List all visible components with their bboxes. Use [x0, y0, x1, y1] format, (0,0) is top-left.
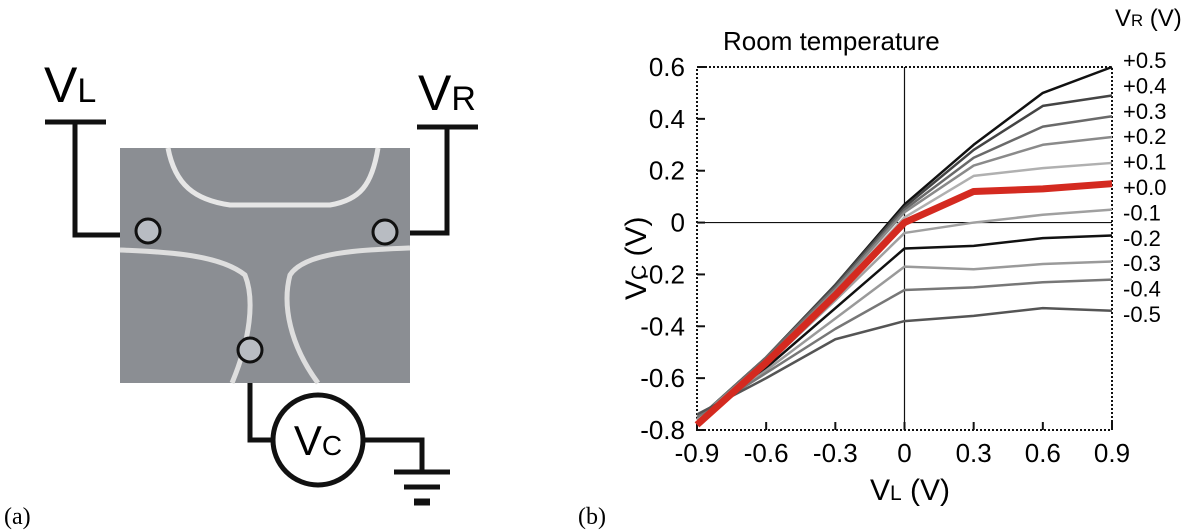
x-tick-label: 0.6: [1025, 438, 1061, 468]
y-tick-label: 0.4: [649, 104, 685, 134]
y-tick-label: 0.2: [649, 156, 685, 186]
x-tick-label: -0.6: [744, 438, 789, 468]
legend-label: +0.0: [1123, 175, 1166, 200]
x-tick-label: 0: [897, 438, 911, 468]
legend-label: -0.3: [1123, 251, 1161, 276]
legend-label: -0.1: [1123, 200, 1161, 225]
y-tick-label: 0: [671, 208, 685, 238]
x-tick-label: 0.3: [956, 438, 992, 468]
y-tick-label: 0.6: [649, 52, 685, 82]
panel-label: (a): [4, 504, 31, 530]
sem-image: [120, 148, 410, 383]
legend-label: +0.5: [1123, 48, 1166, 73]
legend-label: +0.3: [1123, 99, 1166, 124]
figure: (a) VL VR VC (b) -0.8-0.6-0.4-0.200.20.4…: [0, 0, 1199, 531]
x-tick-label: -0.3: [813, 438, 858, 468]
terminal-label: VL: [44, 57, 96, 113]
x-tick-label: -0.9: [675, 438, 720, 468]
chart-title: Room temperature: [723, 26, 940, 56]
x-axis-label: VL (V): [870, 474, 950, 507]
legend-title: VR (V): [1115, 5, 1182, 32]
terminal-label: VR: [418, 65, 476, 121]
y-tick-label: -0.4: [640, 311, 685, 341]
legend-label: +0.2: [1123, 124, 1166, 149]
legend-label: -0.2: [1123, 226, 1161, 251]
x-tick-label: 0.9: [1094, 438, 1130, 468]
legend-label: -0.4: [1123, 277, 1161, 302]
legend-label: +0.1: [1123, 150, 1166, 175]
y-tick-label: -0.6: [640, 363, 685, 393]
panel-label: (b): [578, 504, 606, 530]
legend-label: +0.4: [1123, 73, 1166, 98]
y-axis-label: VC (V): [620, 216, 653, 300]
legend-label: -0.5: [1123, 302, 1161, 327]
